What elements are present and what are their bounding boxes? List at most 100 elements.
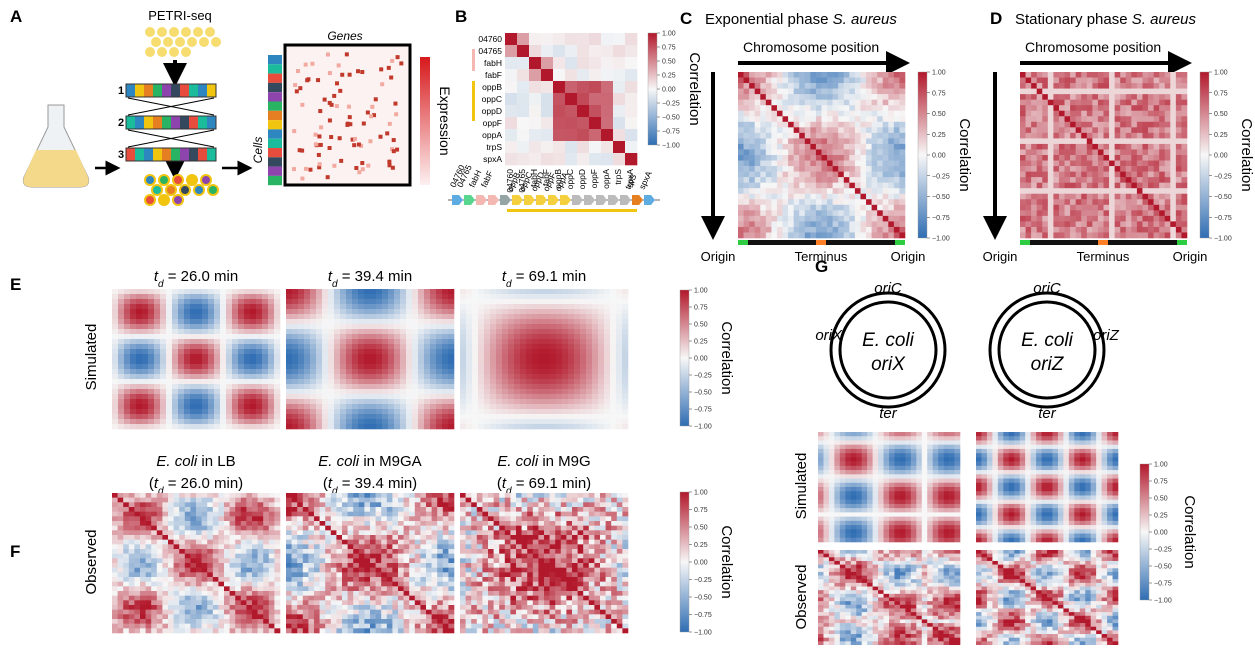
heatmap-cell <box>1142 210 1148 216</box>
heatmap-cell <box>1070 122 1076 128</box>
heatmap-cell <box>1159 78 1165 84</box>
heatmap-cell <box>262 404 268 409</box>
heatmap-cell <box>230 610 236 615</box>
heatmap-cell <box>755 166 761 172</box>
heatmap-cell <box>816 227 822 233</box>
heatmap-cell <box>224 572 230 577</box>
heatmap-cell <box>263 596 269 601</box>
heatmap-cell <box>1170 166 1176 172</box>
heatmap-cell <box>744 122 750 128</box>
heatmap-cell <box>250 389 256 394</box>
heatmap-cell <box>1042 227 1048 233</box>
heatmap-cell <box>218 493 224 498</box>
heatmap-cell <box>331 526 337 531</box>
heatmap-cell <box>777 177 783 183</box>
heatmap-cell <box>304 369 310 374</box>
heatmap-cell <box>1059 127 1065 133</box>
heatmap-cell <box>346 339 352 344</box>
heatmap-cell <box>157 558 163 563</box>
heatmap-cell <box>613 105 625 117</box>
heatmap-cell <box>755 205 761 211</box>
heatmap-cell <box>866 149 872 155</box>
heatmap-cell <box>220 294 226 299</box>
heatmap-cell <box>777 161 783 167</box>
heatmap-cell <box>1048 227 1054 233</box>
heatmap-cell <box>1037 111 1043 117</box>
heatmap-cell <box>224 554 230 559</box>
heatmap-cell <box>420 493 426 498</box>
heatmap-cell <box>241 516 247 521</box>
heatmap-cell <box>340 409 346 414</box>
heatmap-cell <box>376 329 382 334</box>
heatmap-cell <box>308 502 314 507</box>
heatmap-cell <box>241 582 247 587</box>
heatmap-cell <box>1076 232 1082 238</box>
barcode-segment <box>162 116 171 129</box>
heatmap-cell <box>805 199 811 205</box>
heatmap-cell <box>744 199 750 205</box>
heatmap-cell <box>1065 216 1071 222</box>
heatmap-cell <box>760 122 766 128</box>
heatmap-cell <box>220 324 226 329</box>
heatmap-cell <box>292 512 298 517</box>
heatmap-cell <box>172 389 178 394</box>
heatmap-cell <box>118 549 124 554</box>
heatmap-cell <box>1081 177 1087 183</box>
heatmap-cell <box>376 516 382 521</box>
heatmap-cell <box>1104 205 1110 211</box>
heatmap-cell <box>760 205 766 211</box>
heatmap-cell <box>1154 72 1160 78</box>
heatmap-cell <box>207 540 213 545</box>
heatmap-cell <box>134 624 140 629</box>
heatmap-cell <box>744 138 750 144</box>
heatmap-cell <box>304 384 310 389</box>
heatmap-cell <box>1065 199 1071 205</box>
heatmap-cell <box>334 339 340 344</box>
heatmap-cell <box>1059 188 1065 194</box>
operon-mark <box>472 81 475 121</box>
heatmap-cell <box>382 389 388 394</box>
heatmap-cell <box>129 493 135 498</box>
heatmap-cell <box>148 394 154 399</box>
heatmap-cell <box>388 309 394 314</box>
heatmap-cell <box>202 394 208 399</box>
heatmap-cell <box>124 299 130 304</box>
heatmap-cell <box>352 384 358 389</box>
heatmap-cell <box>190 419 196 424</box>
heatmap-cell <box>298 364 304 369</box>
heatmap-cell <box>328 379 334 384</box>
heatmap-cell <box>179 628 185 633</box>
heatmap-cell <box>1037 100 1043 106</box>
heatmap-cell <box>256 394 262 399</box>
heatmap-cell <box>1037 83 1043 89</box>
heatmap-cell <box>118 309 124 314</box>
heatmap-cell <box>394 399 400 404</box>
heatmap-cell <box>392 493 398 498</box>
heatmap-cell <box>382 294 388 299</box>
heatmap-cell <box>1020 116 1026 122</box>
heatmap-cell <box>256 349 262 354</box>
heatmap-cell <box>124 389 130 394</box>
heatmap-cell <box>140 568 146 573</box>
heatmap-cell <box>777 127 783 133</box>
heatmap-cell <box>190 364 196 369</box>
heatmap-cell <box>1065 149 1071 155</box>
heatmap-cell <box>130 294 136 299</box>
heatmap-cell <box>148 349 154 354</box>
heatmap-cell <box>224 521 230 526</box>
heatmap-cell <box>1098 172 1104 178</box>
heatmap-cell <box>382 374 388 379</box>
heatmap-cell <box>424 334 430 339</box>
heatmap-cell <box>241 624 247 629</box>
heatmap-cell <box>810 89 816 95</box>
heatmap-cell <box>123 568 129 573</box>
heatmap-cell <box>298 294 304 299</box>
heatmap-cell <box>241 554 247 559</box>
heatmap-cell <box>213 563 219 568</box>
heatmap-cell <box>286 329 292 334</box>
heatmap-cell <box>771 105 777 111</box>
heatmap-cell <box>418 374 424 379</box>
heatmap-cell <box>1031 205 1037 211</box>
heatmap-cell <box>178 314 184 319</box>
heatmap-cell <box>388 419 394 424</box>
